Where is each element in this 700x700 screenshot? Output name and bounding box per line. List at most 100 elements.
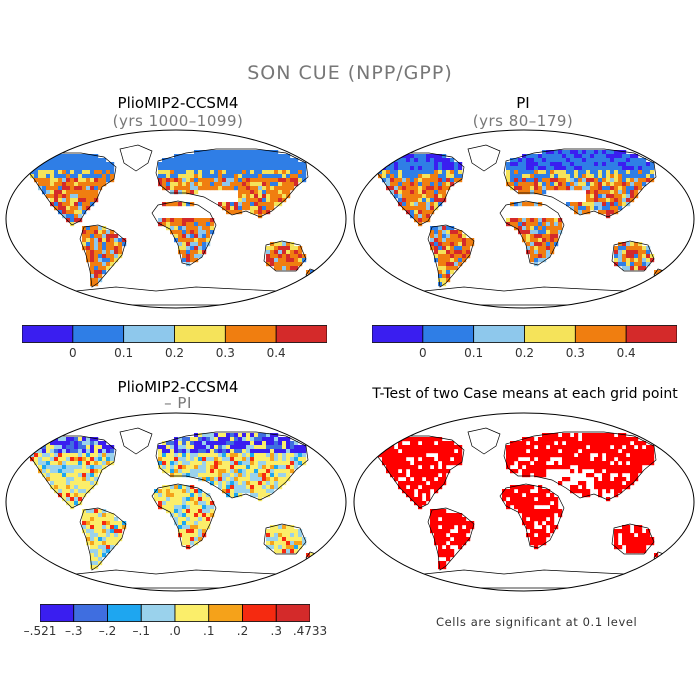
map-grid-cell	[510, 497, 515, 502]
map-grid-cell	[430, 517, 435, 522]
map-grid-cell	[462, 242, 467, 247]
map-grid-cell	[426, 485, 431, 490]
map-grid-cell	[642, 246, 647, 251]
map-grid-cell	[166, 457, 171, 462]
map-grid-cell	[566, 162, 571, 167]
map-grid-cell	[626, 549, 631, 554]
map-grid-cell	[438, 469, 443, 474]
map-grid-cell	[598, 206, 603, 211]
map-grid-cell	[226, 182, 231, 187]
map-grid-cell	[230, 202, 235, 207]
map-grid-cell	[210, 222, 215, 227]
map-grid-cell	[194, 509, 199, 514]
map-grid-cell	[238, 461, 243, 466]
map-grid-cell	[518, 162, 523, 167]
map-grid-cell	[206, 174, 211, 179]
map-grid-cell	[546, 501, 551, 506]
map-grid-cell	[190, 437, 195, 442]
map-grid-cell	[550, 174, 555, 179]
map-grid-cell	[270, 481, 275, 486]
map-grid-cell	[582, 174, 587, 179]
map-grid-cell	[74, 174, 79, 179]
map-grid-cell	[230, 445, 235, 450]
map-grid-cell	[98, 457, 103, 462]
map-grid-cell	[158, 182, 163, 187]
map-grid-cell	[418, 473, 423, 478]
map-grid-cell	[646, 178, 651, 183]
map-grid-cell	[178, 517, 183, 522]
map-grid-cell	[418, 162, 423, 167]
map-grid-cell	[82, 449, 87, 454]
map-grid-cell	[98, 461, 103, 466]
map-grid-cell	[262, 493, 267, 498]
map-grid-cell	[438, 258, 443, 263]
map-grid-cell	[254, 445, 259, 450]
map-grid-cell	[550, 441, 555, 446]
map-grid-cell	[302, 174, 307, 179]
map-grid-cell	[242, 198, 247, 203]
map-grid-cell	[558, 513, 563, 518]
map-grid-cell	[230, 154, 235, 159]
map-grid-cell	[642, 549, 647, 554]
map-grid-cell	[238, 178, 243, 183]
map-grid-cell	[546, 174, 551, 179]
map-grid-cell	[246, 473, 251, 478]
map-grid-cell	[62, 497, 67, 502]
map-grid-cell	[286, 457, 291, 462]
map-grid-cell	[90, 529, 95, 534]
map-grid-cell	[526, 521, 531, 526]
map-grid-cell	[530, 174, 535, 179]
map-grid-cell	[562, 162, 567, 167]
map-grid-cell	[58, 182, 63, 187]
map-grid-cell	[250, 477, 255, 482]
map-grid-cell	[178, 170, 183, 175]
map-grid-cell	[78, 497, 83, 502]
map-grid-cell	[106, 250, 111, 255]
map-grid-cell	[294, 545, 299, 550]
map-grid-cell	[406, 174, 411, 179]
map-grid-cell	[650, 258, 655, 263]
map-grid-cell	[58, 489, 63, 494]
map-grid-cell	[390, 445, 395, 450]
map-grid-cell	[626, 162, 631, 167]
map-grid-cell	[218, 154, 223, 159]
map-grid-cell	[258, 178, 263, 183]
map-grid-cell	[410, 166, 415, 171]
map-grid-cell	[106, 266, 111, 271]
map-grid-cell	[446, 453, 451, 458]
map-grid-cell	[418, 481, 423, 486]
map-grid-cell	[526, 513, 531, 518]
map-grid-cell	[442, 457, 447, 462]
map-grid-cell	[466, 238, 471, 243]
map-grid-cell	[166, 174, 171, 179]
map-grid-cell	[90, 537, 95, 542]
map-grid-cell	[534, 238, 539, 243]
map-grid-cell	[202, 234, 207, 239]
map-grid-cell	[206, 218, 211, 223]
map-grid-cell	[422, 202, 427, 207]
map-grid-cell	[274, 541, 279, 546]
map-grid-cell	[38, 441, 43, 446]
map-grid-cell	[174, 178, 179, 183]
map-grid-cell	[458, 457, 463, 462]
map-grid-cell	[534, 250, 539, 255]
map-grid-cell	[594, 194, 599, 199]
map-grid-cell	[250, 453, 255, 458]
map-grid-cell	[514, 485, 519, 490]
map-grid-cell	[162, 170, 167, 175]
map-grid-cell	[522, 218, 527, 223]
map-grid-cell	[194, 230, 199, 235]
map-grid-cell	[78, 154, 83, 159]
map-grid-cell	[438, 445, 443, 450]
map-grid-cell	[622, 449, 627, 454]
map-grid-cell	[594, 186, 599, 191]
map-grid-cell	[290, 174, 295, 179]
map-grid-cell	[190, 174, 195, 179]
map-grid-cell	[158, 178, 163, 183]
map-grid-cell	[246, 477, 251, 482]
map-grid-cell	[614, 258, 619, 263]
map-grid-cell	[258, 493, 263, 498]
map-grid-cell	[626, 465, 631, 470]
map-grid-cell	[430, 457, 435, 462]
map-grid-cell	[618, 154, 623, 159]
